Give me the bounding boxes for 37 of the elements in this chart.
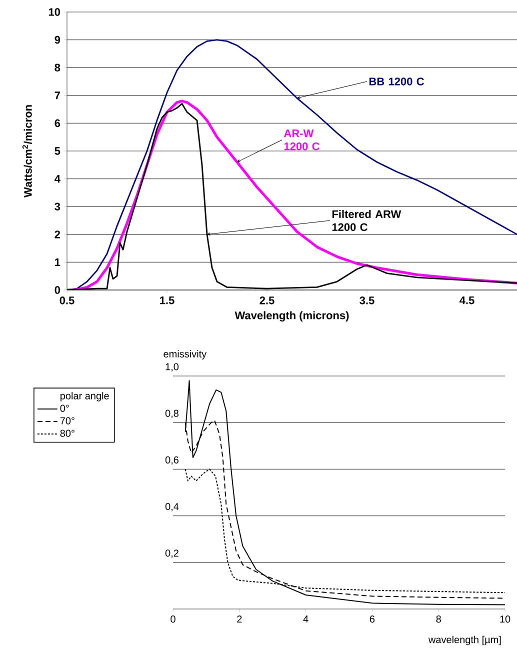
y-tick-label: 7 [54,92,60,100]
y-tick-label: 9 [54,36,60,44]
y-axis-title: emissivity [164,350,207,360]
y-tick-label: 8 [54,64,60,72]
x-tick-label: 1.5 [160,296,174,304]
y-tick-label: 0,2 [165,550,178,558]
x-tick-label: 4.5 [460,296,474,304]
y-tick-label: 1,0 [166,363,179,372]
y-tick-label: 0 [54,286,60,294]
y-tick-label: 2 [54,230,60,238]
y-tick-label: 6 [54,119,60,128]
y-tick-label: 5 [54,147,60,155]
text: Filtered ARW 1200 C [332,210,402,232]
y-tick-label: 0,8 [165,410,178,418]
y-tick-label: 1 [55,258,60,266]
y-tick-label: 0,6 [165,456,178,465]
x-axis-title: Wavelength (microns) [234,311,349,322]
legend-label: 70° [60,417,74,424]
x-axis-title: wavelength [µm] [428,636,501,646]
x-tick-label: 6 [370,616,375,623]
y-tick-label: 10 [48,8,60,16]
x-tick-label: 0.5 [60,296,74,304]
x-tick-label: 2.5 [260,296,274,304]
x-tick-label: 10 [500,616,510,623]
y-tick-label: 3 [54,202,60,210]
legend-label: 80° [60,430,74,437]
x-tick-label: 8 [436,616,441,623]
x-tick-label: 2 [237,616,242,623]
x-tick-label: 3.5 [360,296,374,304]
y-tick-label: 4 [54,175,60,183]
x-tick-label: 4 [303,616,308,622]
text: AR-W 1200 C [284,130,320,150]
legend-title: polar angle [60,392,109,402]
legend-label: 0° [60,404,69,412]
y-axis-title: Watts/cm$^{2}$/micron [22,105,32,198]
y-tick-label: 0,4 [165,503,179,512]
text: BB 1200 C [369,78,424,86]
